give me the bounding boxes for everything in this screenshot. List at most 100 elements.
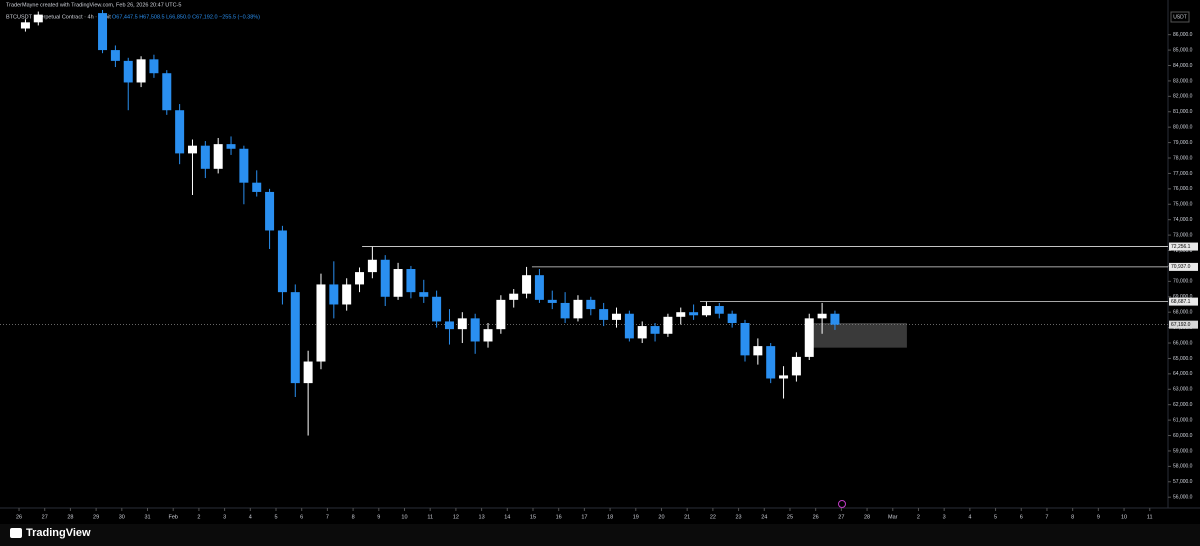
candle-body <box>599 309 609 320</box>
candle-body <box>200 145 210 169</box>
candle-body <box>33 14 43 23</box>
x-tick-label: 17 <box>581 514 587 520</box>
x-tick-label: 5 <box>274 514 277 520</box>
candle-body <box>650 326 660 334</box>
y-tick-label: 84,000.0 <box>1173 63 1193 69</box>
x-tick-label: 25 <box>787 514 793 520</box>
chart-subtitle: BTCUSDT · Perpetual Contract · 4h · Bybi… <box>6 14 111 20</box>
y-tick-label: 57,000.0 <box>1173 479 1193 485</box>
candle-body <box>714 306 724 314</box>
candle-body <box>277 230 287 293</box>
x-tick-label: 6 <box>1020 514 1023 520</box>
y-tick-label: 66,000.0 <box>1173 340 1193 346</box>
y-tick-label: 82,000.0 <box>1173 94 1193 100</box>
x-tick-label: 28 <box>864 514 870 520</box>
candle-body <box>689 312 699 316</box>
event-icon[interactable] <box>838 500 846 508</box>
candle-body <box>342 284 352 305</box>
x-tick-label: 7 <box>326 514 329 520</box>
x-tick-label: 16 <box>556 514 562 520</box>
x-tick-label: 4 <box>249 514 252 520</box>
y-tick-label: 70,000.0 <box>1173 279 1193 285</box>
y-tick-label: 60,000.0 <box>1173 433 1193 439</box>
y-tick-label: 58,000.0 <box>1173 464 1193 470</box>
candle-body <box>727 313 737 323</box>
candle-body <box>624 313 634 339</box>
x-tick-label: 10 <box>1121 514 1127 520</box>
x-tick-label: 8 <box>1071 514 1074 520</box>
candle-body <box>509 293 519 300</box>
x-tick-label: 13 <box>479 514 485 520</box>
currency-box <box>1170 11 1190 23</box>
zone-box <box>805 322 907 348</box>
y-tick-label: 69,000.0 <box>1173 294 1193 300</box>
y-tick-label: 59,000.0 <box>1173 448 1193 454</box>
candle-body <box>290 292 300 384</box>
candle-body <box>110 50 120 61</box>
x-tick-label: 7 <box>1045 514 1048 520</box>
y-tick-label: 64,000.0 <box>1173 371 1193 377</box>
y-tick-label: 56,000.0 <box>1173 495 1193 501</box>
level-tag <box>1169 262 1198 271</box>
candle-body <box>779 375 789 379</box>
candle-body <box>406 269 416 293</box>
x-tick-label: 3 <box>943 514 946 520</box>
candle-body <box>419 292 429 297</box>
candle-body <box>213 144 223 169</box>
level-label: 70,937.0 <box>1171 264 1191 270</box>
level-tag <box>1169 242 1198 251</box>
x-tick-label: Feb <box>168 514 177 520</box>
x-tick-label: 9 <box>377 514 380 520</box>
candle-body <box>612 313 622 320</box>
candle-body <box>265 191 275 231</box>
candle-body <box>804 318 814 357</box>
y-tick-label: 75,000.0 <box>1173 202 1193 208</box>
currency-label: USDT <box>1173 14 1187 20</box>
candle-body <box>329 284 339 305</box>
candle-body <box>830 313 840 325</box>
candle-body <box>175 110 185 154</box>
last-price-tag <box>1169 320 1198 329</box>
ohlc-legend: O67,447.5 H67,508.5 L66,850.0 C67,192.0 … <box>112 14 260 20</box>
y-tick-label: 65,000.0 <box>1173 356 1193 362</box>
candle-body <box>534 275 544 300</box>
x-tick-label: 8 <box>352 514 355 520</box>
y-tick-label: 74,000.0 <box>1173 217 1193 223</box>
y-tick-label: 78,000.0 <box>1173 155 1193 161</box>
candle-body <box>791 356 801 376</box>
x-tick-label: 26 <box>16 514 22 520</box>
x-tick-label: 9 <box>1097 514 1100 520</box>
candle-body <box>380 259 390 297</box>
y-tick-label: 81,000.0 <box>1173 109 1193 115</box>
x-tick-label: 2 <box>197 514 200 520</box>
x-tick-label: 28 <box>67 514 73 520</box>
x-tick-label: 29 <box>93 514 99 520</box>
candle-body <box>740 322 750 356</box>
candle-body <box>136 59 146 83</box>
x-tick-label: 2 <box>917 514 920 520</box>
x-tick-label: 27 <box>42 514 48 520</box>
x-tick-label: 31 <box>144 514 150 520</box>
candle-body <box>432 296 442 322</box>
candle-body <box>316 284 326 362</box>
candle-body <box>637 326 647 339</box>
x-tick-label: 24 <box>761 514 767 520</box>
level-tag <box>1169 297 1198 306</box>
candle-body <box>393 269 403 297</box>
candle-body <box>303 361 313 384</box>
candle-body <box>355 272 365 285</box>
level-label: 72,256.1 <box>1171 244 1191 250</box>
x-tick-label: 30 <box>119 514 125 520</box>
candle-body <box>676 312 686 317</box>
candle-body <box>766 346 776 379</box>
candle-body <box>123 60 133 83</box>
candle-body <box>573 299 583 319</box>
footer-bar <box>0 524 1200 546</box>
candle-body <box>753 346 763 356</box>
x-tick-label: 22 <box>710 514 716 520</box>
y-tick-label: 62,000.0 <box>1173 402 1193 408</box>
y-tick-label: 72,000.0 <box>1173 248 1193 254</box>
y-tick-label: 80,000.0 <box>1173 125 1193 131</box>
